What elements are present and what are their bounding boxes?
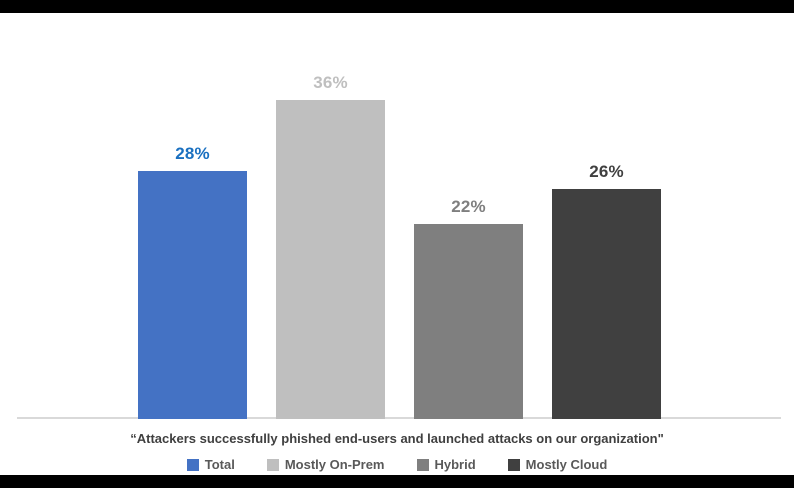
legend-item-mostly-on-prem: Mostly On-Prem xyxy=(266,457,385,473)
legend-swatch-icon xyxy=(266,459,279,471)
data-label-mostly-cloud: 26% xyxy=(589,162,624,181)
bar-total xyxy=(138,171,247,419)
bar-mostly-on-prem xyxy=(276,100,385,419)
top-black-band xyxy=(0,0,794,13)
legend-swatch-icon xyxy=(416,459,429,471)
data-label-hybrid: 22% xyxy=(451,197,486,216)
chart-legend: Total Mostly On-Prem Hybrid Mostly Cloud xyxy=(0,457,794,473)
bar-mostly-cloud xyxy=(552,189,661,419)
legend-label: Mostly Cloud xyxy=(525,457,608,472)
data-label-total: 28% xyxy=(175,144,210,163)
bottom-black-band xyxy=(0,475,794,488)
legend-item-total: Total xyxy=(186,457,235,473)
legend-label: Hybrid xyxy=(434,457,476,472)
legend-swatch-icon xyxy=(186,459,199,471)
legend-swatch-icon xyxy=(507,459,520,471)
legend-item-hybrid: Hybrid xyxy=(416,457,476,473)
legend-label: Mostly On-Prem xyxy=(284,457,385,472)
data-label-mostly-on-prem: 36% xyxy=(313,73,348,92)
x-axis-line xyxy=(17,417,781,419)
chart-caption: “Attackers successfully phished end-user… xyxy=(130,431,664,446)
legend-label: Total xyxy=(204,457,235,472)
legend-item-mostly-cloud: Mostly Cloud xyxy=(507,457,608,473)
bar-hybrid xyxy=(414,224,523,419)
